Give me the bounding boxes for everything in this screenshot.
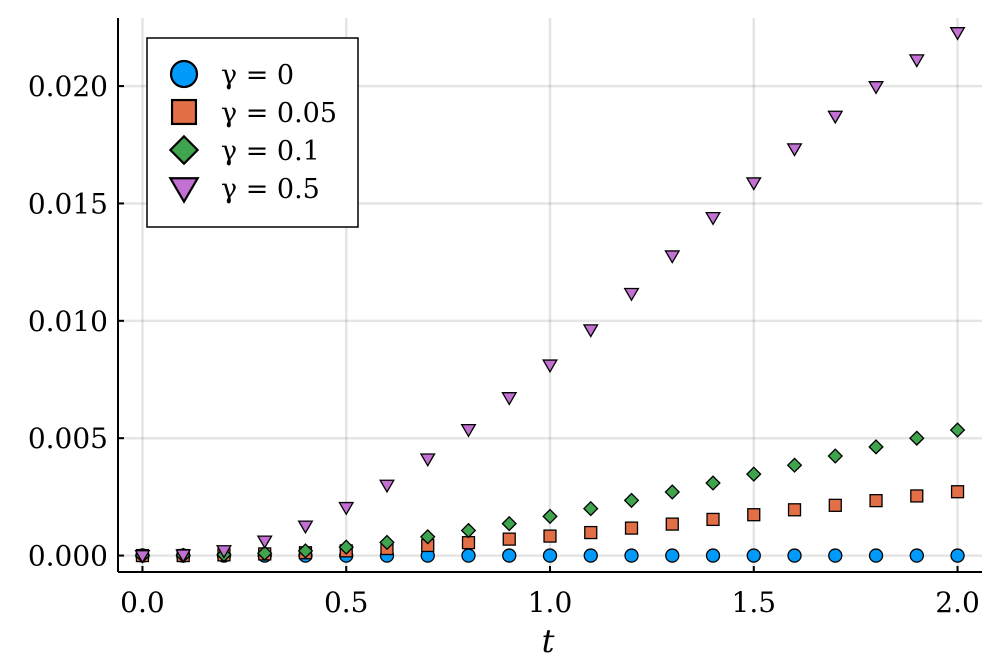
data-point-circle (461, 548, 476, 563)
data-point-circle (624, 548, 639, 563)
data-point-square (910, 489, 924, 503)
data-point-triangle-down (134, 550, 151, 564)
data-point-triangle-down (745, 177, 762, 191)
data-point-diamond (379, 534, 395, 551)
data-point-triangle-down (786, 143, 803, 157)
data-point-square (624, 521, 639, 535)
data-point-triangle-down (256, 535, 273, 550)
legend-marker-square (170, 98, 198, 126)
data-point-square (828, 498, 842, 512)
data-point-triangle-down (216, 545, 232, 559)
data-point-triangle-down (868, 81, 884, 95)
data-point-triangle-down (949, 27, 966, 41)
data-point-triangle-down (501, 392, 518, 406)
data-point-triangle-down (664, 250, 681, 264)
data-point-triangle-down (827, 110, 844, 125)
data-point-diamond (542, 508, 558, 525)
data-point-circle (828, 548, 843, 563)
legend-entry-label: γ = 0 (221, 60, 294, 91)
data-point-diamond (827, 448, 844, 464)
data-point-diamond (786, 457, 803, 473)
data-point-diamond (256, 545, 273, 561)
data-point-diamond (746, 466, 762, 482)
data-point-diamond (664, 484, 681, 500)
data-point-diamond (501, 515, 517, 532)
data-point-circle (746, 548, 761, 563)
data-point-square (950, 485, 965, 499)
data-point-circle (502, 548, 517, 563)
data-point-diamond (583, 500, 599, 517)
data-point-circle (868, 548, 884, 563)
data-point-circle (909, 548, 924, 563)
x-axis-label: t (542, 622, 555, 660)
data-point-square (502, 532, 516, 546)
axes (117, 18, 982, 573)
data-point-square (543, 529, 557, 543)
data-point-triangle-down (705, 212, 721, 226)
data-point-circle (542, 548, 558, 563)
legend: γ = 0 γ = 0.05 γ = 0.1 γ = 0.5 (146, 37, 359, 228)
data-point-circle (950, 548, 965, 563)
legend-entry-label: γ = 0.5 (221, 174, 320, 205)
data-point-diamond (705, 475, 721, 491)
data-point-triangle-down (175, 549, 192, 563)
data-point-square (787, 503, 802, 517)
data-point-circle (665, 548, 680, 563)
legend-marker-diamond (168, 134, 200, 166)
data-point-triangle-down (542, 359, 558, 374)
legend-marker-circle (169, 59, 199, 89)
data-point-diamond (623, 492, 640, 509)
data-point-diamond (949, 422, 966, 438)
data-point-square (747, 508, 761, 522)
data-point-diamond (868, 439, 884, 455)
data-point-diamond (909, 430, 925, 446)
x-tick-label: 1.0 (528, 586, 573, 619)
data-point-square (461, 536, 476, 550)
data-point-circle (787, 548, 802, 563)
data-point-triangle-down (582, 324, 599, 338)
y-tick-label: 0.015 (28, 187, 108, 220)
x-tick-label: 2.0 (935, 586, 980, 619)
y-tick-label: 0.020 (28, 70, 108, 103)
legend-entry-label: γ = 0.05 (221, 98, 337, 129)
y-tick-label: 0.005 (28, 422, 108, 455)
data-point-square (869, 494, 883, 508)
tick-labels: 0.0 0.5 1.0 1.5 2.0 0.000 0.005 0.010 0.015 0.020 (28, 70, 980, 619)
data-point-triangle-down (297, 520, 314, 535)
data-point-diamond (419, 529, 436, 545)
data-point-diamond (460, 522, 477, 539)
data-point-circle (583, 548, 598, 563)
data-point-triangle-down (623, 287, 640, 302)
data-points (134, 27, 966, 564)
x-tick-label: 1.5 (732, 586, 777, 619)
data-point-diamond (338, 539, 354, 555)
data-point-triangle-down (379, 479, 395, 494)
x-tick-label: 0.5 (324, 586, 369, 619)
data-point-circle (705, 548, 721, 563)
y-tick-label: 0.010 (28, 305, 108, 338)
data-point-triangle-down (460, 423, 477, 438)
data-point-square (706, 512, 720, 527)
legend-entry-label: γ = 0.1 (221, 136, 320, 167)
data-point-triangle-down (419, 453, 436, 467)
data-point-square (665, 517, 679, 531)
data-point-triangle-down (338, 501, 355, 516)
data-point-diamond (297, 543, 314, 559)
data-point-triangle-down (908, 54, 925, 68)
x-tick-label: 0.0 (120, 586, 165, 619)
legend-marker-triangle-down (168, 177, 200, 204)
data-point-square (584, 525, 598, 540)
y-tick-label: 0.000 (28, 540, 108, 573)
